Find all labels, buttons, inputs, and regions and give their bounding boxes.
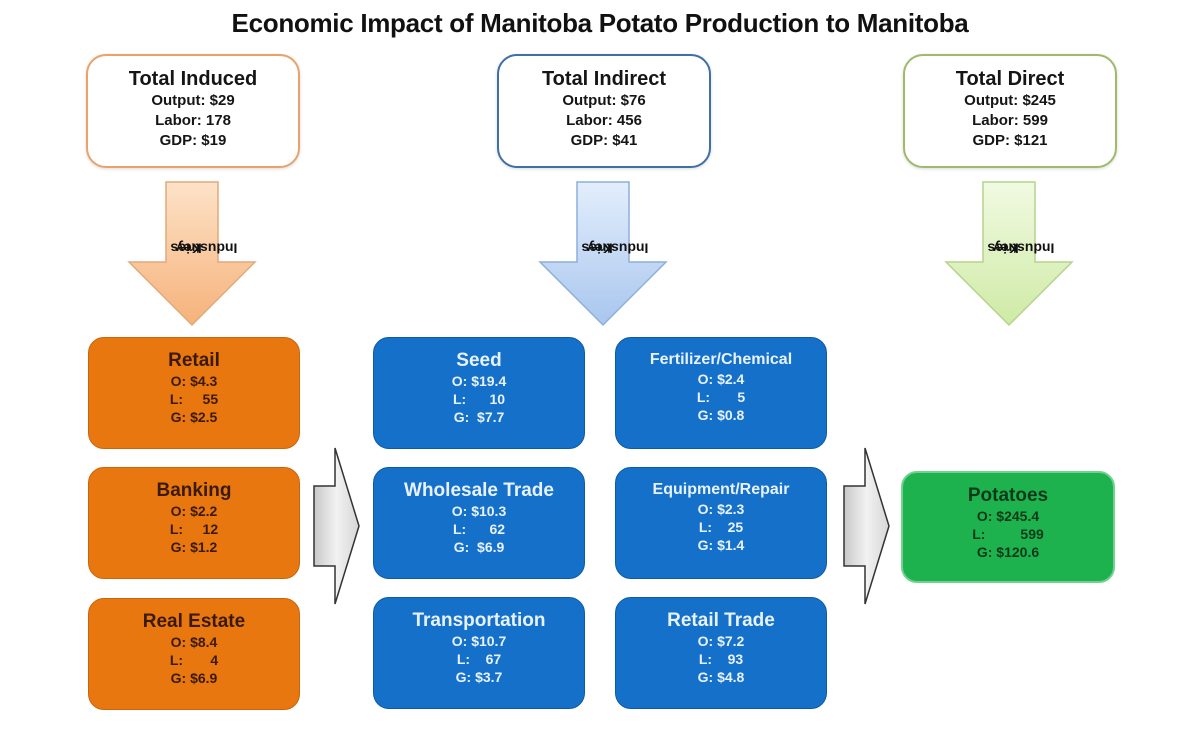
industry-name: Transportation (412, 610, 546, 631)
industry-output: O: $2.3 (697, 501, 745, 517)
down-arrow-icon (944, 181, 1074, 327)
industry-retail-trade: Retail Trade O: $7.2 L: 93 G: $4.8 (615, 597, 827, 709)
industry-labor: L: 25 (698, 519, 744, 535)
industry-output: O: $2.4 (697, 371, 745, 387)
industry-potatoes: Potatoes O: $245.4 L: 599 G: $120.6 (901, 471, 1115, 583)
down-arrow-icon (127, 181, 257, 327)
industry-equipment-repair: Equipment/Repair O: $2.3 L: 25 G: $1.4 (615, 467, 827, 579)
total-indirect-title: Total Indirect (541, 68, 667, 90)
total-direct-gdp: GDP: $121 (972, 132, 1048, 149)
total-indirect-labor: Labor: 456 (566, 112, 642, 129)
total-direct-labor: Labor: 599 (972, 112, 1048, 129)
industry-name: Real Estate (142, 611, 246, 632)
arrow-label-industries: Industries (987, 240, 1054, 257)
total-direct-title: Total Direct (955, 68, 1065, 90)
industry-name: Seed (456, 350, 502, 371)
total-direct-box: Total Direct Output: $245 Labor: 599 GDP… (903, 54, 1117, 168)
key-industries-arrow-induced: Key Industries (126, 180, 258, 328)
industry-gdp: G: $1.4 (697, 537, 745, 553)
industry-name: Potatoes (967, 485, 1049, 506)
total-indirect-output: Output: $76 (562, 92, 646, 109)
total-induced-box: Total Induced Output: $29 Labor: 178 GDP… (86, 54, 300, 168)
right-arrow-icon (313, 447, 360, 605)
industry-name: Wholesale Trade (404, 480, 554, 501)
industry-gdp: G: $3.7 (455, 669, 503, 685)
industry-wholesale-trade: Wholesale Trade O: $10.3 L: 62 G: $6.9 (373, 467, 585, 579)
total-induced-labor: Labor: 178 (155, 112, 231, 129)
down-arrow-icon (538, 181, 668, 327)
industry-labor: L: 12 (169, 521, 219, 537)
total-induced-title: Total Induced (128, 68, 258, 90)
industry-name: Retail Trade (667, 610, 775, 631)
industry-gdp: G: $7.7 (453, 409, 505, 425)
industry-name: Equipment/Repair (652, 481, 790, 498)
industry-output: O: $8.4 (170, 634, 218, 650)
industry-gdp: G: $1.2 (170, 539, 218, 555)
industry-gdp: G: $2.5 (170, 409, 218, 425)
industry-labor: L: 62 (452, 521, 506, 537)
diagram-title: Economic Impact of Manitoba Potato Produ… (231, 8, 969, 38)
industry-banking: Banking O: $2.2 L: 12 G: $1.2 (88, 467, 300, 579)
key-industries-arrow-indirect: Key Industries (537, 180, 669, 328)
industry-output: O: $4.3 (170, 373, 218, 389)
industry-labor: L: 67 (456, 651, 502, 667)
industry-output: O: $10.3 (451, 503, 507, 519)
total-induced-gdp: GDP: $19 (159, 132, 227, 149)
industry-transportation: Transportation O: $10.7 L: 67 G: $3.7 (373, 597, 585, 709)
industry-retail: Retail O: $4.3 L: 55 G: $2.5 (88, 337, 300, 449)
industry-output: O: $10.7 (451, 633, 507, 649)
right-arrow-icon (843, 447, 890, 605)
arrow-label-industries: Industries (170, 240, 237, 257)
industry-gdp: G: $6.9 (170, 670, 218, 686)
industry-real-estate: Real Estate O: $8.4 L: 4 G: $6.9 (88, 598, 300, 710)
industry-output: O: $19.4 (451, 373, 507, 389)
total-indirect-box: Total Indirect Output: $76 Labor: 456 GD… (497, 54, 711, 168)
industry-labor: L: 10 (452, 391, 506, 407)
industry-gdp: G: $0.8 (697, 407, 745, 423)
industry-gdp: G: $6.9 (453, 539, 505, 555)
arrow-label-industries: Industries (581, 240, 648, 257)
total-induced-output: Output: $29 (151, 92, 235, 109)
industry-name: Retail (168, 350, 220, 371)
industry-name: Banking (156, 480, 232, 501)
industry-labor: L: 5 (696, 389, 746, 405)
industry-name: Fertilizer/Chemical (649, 351, 793, 368)
industry-fertilizer-chemical: Fertilizer/Chemical O: $2.4 L: 5 G: $0.8 (615, 337, 827, 449)
industry-output: O: $2.2 (170, 503, 218, 519)
industry-gdp: G: $4.8 (697, 669, 745, 685)
total-indirect-gdp: GDP: $41 (570, 132, 638, 149)
industry-gdp: G: $120.6 (976, 544, 1040, 560)
industry-labor: L: 599 (972, 526, 1044, 542)
industry-output: O: $7.2 (697, 633, 745, 649)
industry-labor: L: 55 (169, 391, 219, 407)
key-industries-arrow-direct: Key Industries (943, 180, 1075, 328)
total-direct-output: Output: $245 (964, 92, 1056, 109)
industry-labor: L: 4 (169, 652, 219, 668)
industry-labor: L: 93 (698, 651, 744, 667)
industry-seed: Seed O: $19.4 L: 10 G: $7.7 (373, 337, 585, 449)
industry-output: O: $245.4 (976, 508, 1040, 524)
